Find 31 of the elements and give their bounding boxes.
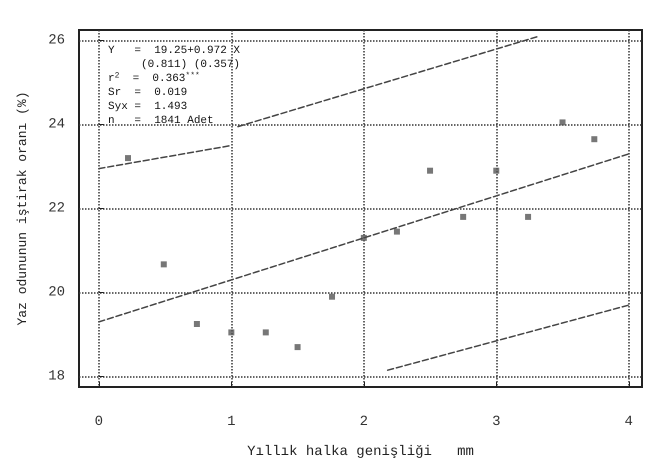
x-tick-label: 2 (360, 414, 368, 430)
point (560, 119, 566, 126)
x-tick-label: 1 (227, 414, 236, 430)
point (294, 344, 301, 350)
annotation: Y = 19.25+0.972 X (108, 45, 240, 57)
point (329, 294, 336, 300)
point (493, 168, 500, 174)
y-axis-title: Yaz odununun iştirak oranı (%) (15, 91, 30, 326)
annotation: Syx = 1.493 (108, 101, 188, 113)
point (194, 321, 200, 327)
y-tick-label: 20 (48, 284, 65, 300)
y-tick-label: 22 (48, 200, 65, 216)
x-tick-label: 3 (492, 414, 500, 430)
point (427, 168, 434, 174)
annotation: (0.811) (0.357) (108, 59, 240, 71)
y-tick-label: 18 (48, 368, 65, 384)
x-axis-title: Yıllık halka genişliği mm (247, 444, 474, 460)
y-tick-label: 24 (48, 116, 65, 132)
point (591, 136, 598, 142)
point (228, 329, 234, 336)
point (460, 214, 466, 220)
point (525, 214, 532, 220)
point (262, 329, 269, 336)
annotation: Sr = 0.019 (108, 87, 188, 99)
point (125, 155, 132, 162)
annotation: n = 1841 Adet (108, 115, 214, 127)
point (394, 228, 400, 235)
x-tick-label: 0 (94, 414, 104, 430)
x-tick-label: 4 (624, 414, 633, 430)
y-tick-label: 26 (48, 32, 65, 48)
point (160, 261, 167, 268)
